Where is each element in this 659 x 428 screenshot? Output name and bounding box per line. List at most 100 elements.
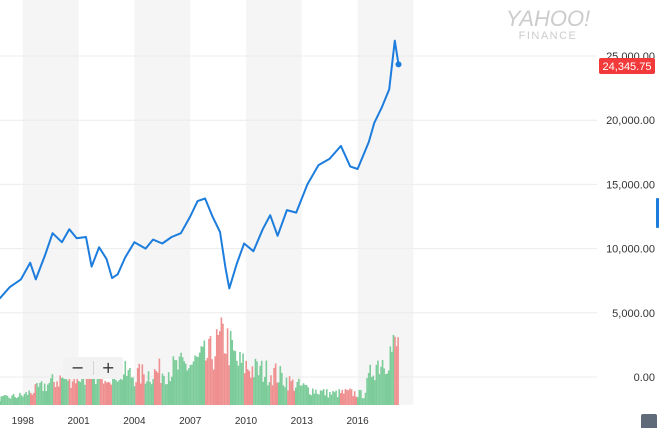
volume-bar [146,381,148,405]
volume-bar [138,363,141,405]
volume-bar [228,365,230,405]
volume-bar [243,373,246,405]
volume-bar [206,357,209,405]
volume-bar [336,397,339,405]
volume-bar [322,389,325,405]
volume-bar [26,395,29,405]
x-axis-labels: 1986198919921995199820012004200720102013… [12,416,369,427]
scroll-handle[interactable] [656,198,659,228]
volume-bar [236,360,238,405]
volume-bar [344,389,347,405]
volume-bar [164,384,167,405]
volume-bar [263,376,266,405]
volume-bar [74,383,77,405]
volume-bar [122,374,125,405]
volume-bar [372,375,375,405]
volume-bar [370,377,373,405]
volume-bar [246,369,249,405]
volume-bar [299,385,302,405]
volume-bar [51,374,54,405]
volume-bar [391,351,393,405]
volume-bar [132,377,134,405]
volume-bar [374,380,376,405]
volume-bar [355,396,358,405]
settings-tab-button[interactable] [641,414,657,428]
year-band [134,0,191,405]
volume-bar [39,382,41,405]
volume-bar [302,383,305,405]
x-tick-label: 2007 [179,416,202,427]
volume-bar [363,398,365,405]
volume-bar [152,379,154,405]
volume-bar [19,392,21,405]
volume-bar [59,375,61,405]
volume-bar [67,380,69,405]
volume-bar [0,396,3,405]
volume-bar [251,366,254,405]
volume-bar [341,389,344,405]
volume-bar [57,386,60,405]
volume-bar [144,383,147,405]
volume-bar [158,358,161,405]
volume-bar [285,377,288,405]
volume-bar [211,359,213,405]
volume-bar [217,334,220,405]
volume-bar [6,395,9,405]
volume-bar [167,372,170,405]
volume-bar [166,384,168,405]
volume-bar [253,377,255,405]
price-line [0,39,400,300]
volume-bar [276,382,278,405]
volume-bar [112,368,114,405]
volume-bar [149,382,151,405]
volume-bar [81,371,83,405]
volume-bar [126,375,128,405]
volume-bar [17,396,20,405]
volume-bar [273,367,275,405]
volume-bar [71,381,74,405]
volume-bar [12,394,15,405]
volume-bar [198,352,201,405]
volume-bar [222,323,224,405]
x-tick-label: 2010 [235,416,258,427]
volume-bar [231,339,234,405]
volume-bar [277,382,280,405]
horizontal-gridlines [0,55,597,378]
volume-bar [95,384,97,405]
zoom-controls: − + [63,357,123,379]
volume-bar [28,390,30,405]
volume-bar [229,330,232,405]
zoom-out-button[interactable]: − [63,357,93,379]
volume-bar [361,398,364,405]
last-value-badge-bg [599,58,655,74]
volume-bar [352,396,354,405]
last-value-badge: 24,345.75 [599,58,655,74]
volume-bar [245,360,247,405]
volume-bar [36,383,38,405]
volume-bar [257,375,260,405]
volume-bar [194,355,196,405]
volume-bar [5,395,7,405]
volume-bar [248,370,251,405]
volume-bar [0,400,1,405]
volume-bar [15,398,18,405]
volume-bar [366,378,368,405]
volume-bar [220,317,223,405]
volume-bar [46,384,49,405]
volume-bar [157,372,159,405]
x-tick-label: 2004 [123,416,146,427]
volume-bar [394,336,396,405]
volume-bar [180,352,182,405]
zoom-in-button[interactable]: + [94,357,124,379]
volume-bar [118,380,120,405]
volume-bar [364,392,367,405]
volume-bar [110,384,113,405]
volume-bar [29,392,32,405]
volume-bar [389,346,392,405]
volume-bar [184,363,187,405]
volume-bar [160,383,162,405]
alternating-year-bands [22,0,414,405]
volume-bar [178,356,181,405]
volume-bar [209,336,212,405]
volume-bar [378,374,381,405]
